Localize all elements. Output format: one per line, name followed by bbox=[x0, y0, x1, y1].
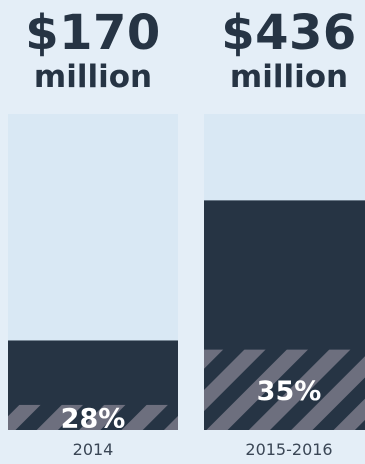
share-label-2014: 28% bbox=[61, 403, 126, 434]
amount-label-2014: $170 bbox=[25, 5, 161, 61]
category-label-2014: 2014 bbox=[72, 440, 114, 459]
amount-label-2015-2016: $436 bbox=[221, 5, 357, 61]
share-label-2015-2016: 35% bbox=[257, 376, 322, 407]
category-label-2015-2016: 2015-2016 bbox=[245, 440, 333, 459]
unit-label-2014: million bbox=[33, 59, 153, 95]
bar-share-2014 bbox=[8, 404, 178, 430]
unit-label-2015-2016: million bbox=[229, 59, 349, 95]
bar-share-2015-2016 bbox=[204, 349, 365, 430]
